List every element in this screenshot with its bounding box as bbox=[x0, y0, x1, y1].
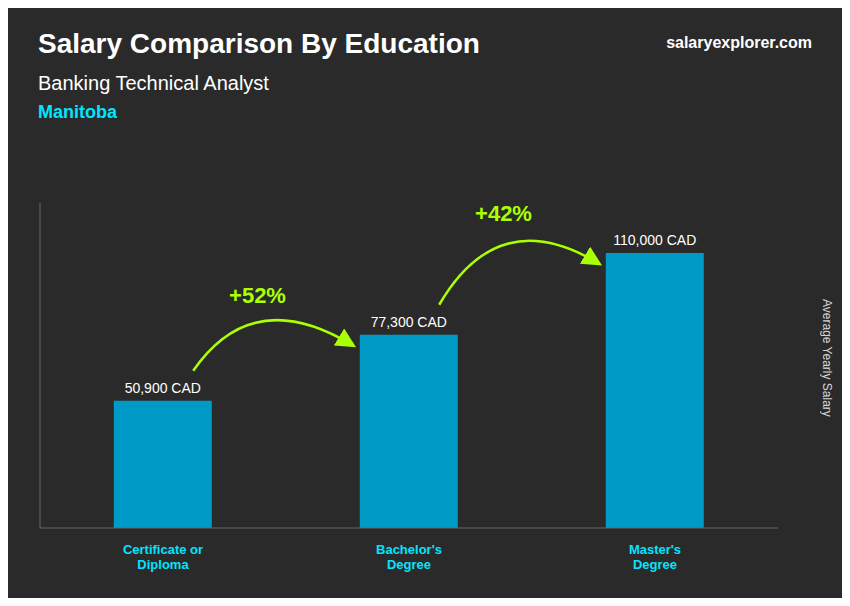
svg-text:Master'sDegree: Master'sDegree bbox=[629, 542, 681, 572]
svg-text:Bachelor'sDegree: Bachelor'sDegree bbox=[376, 542, 442, 572]
svg-text:77,300 CAD: 77,300 CAD bbox=[371, 314, 447, 330]
html-text:Salary Comparison By Education: Salary Comparison By Education bbox=[38, 28, 480, 59]
html-text:Manitoba: Manitoba bbox=[38, 102, 117, 122]
svg-text:50,900 CAD: 50,900 CAD bbox=[125, 380, 201, 396]
html-text:salaryexplorer.com: salaryexplorer.com bbox=[666, 34, 812, 51]
svg-text:Certificate orDiploma: Certificate orDiploma bbox=[123, 542, 203, 572]
svg-text:110,000 CAD: 110,000 CAD bbox=[613, 232, 696, 248]
svg-text:+52%: +52% bbox=[229, 283, 286, 308]
html-text:Banking Technical Analyst: Banking Technical Analyst bbox=[38, 72, 269, 94]
html-text:Average Yearly Salary: Average Yearly Salary bbox=[820, 299, 834, 417]
svg-text:+42%: +42% bbox=[475, 201, 532, 226]
